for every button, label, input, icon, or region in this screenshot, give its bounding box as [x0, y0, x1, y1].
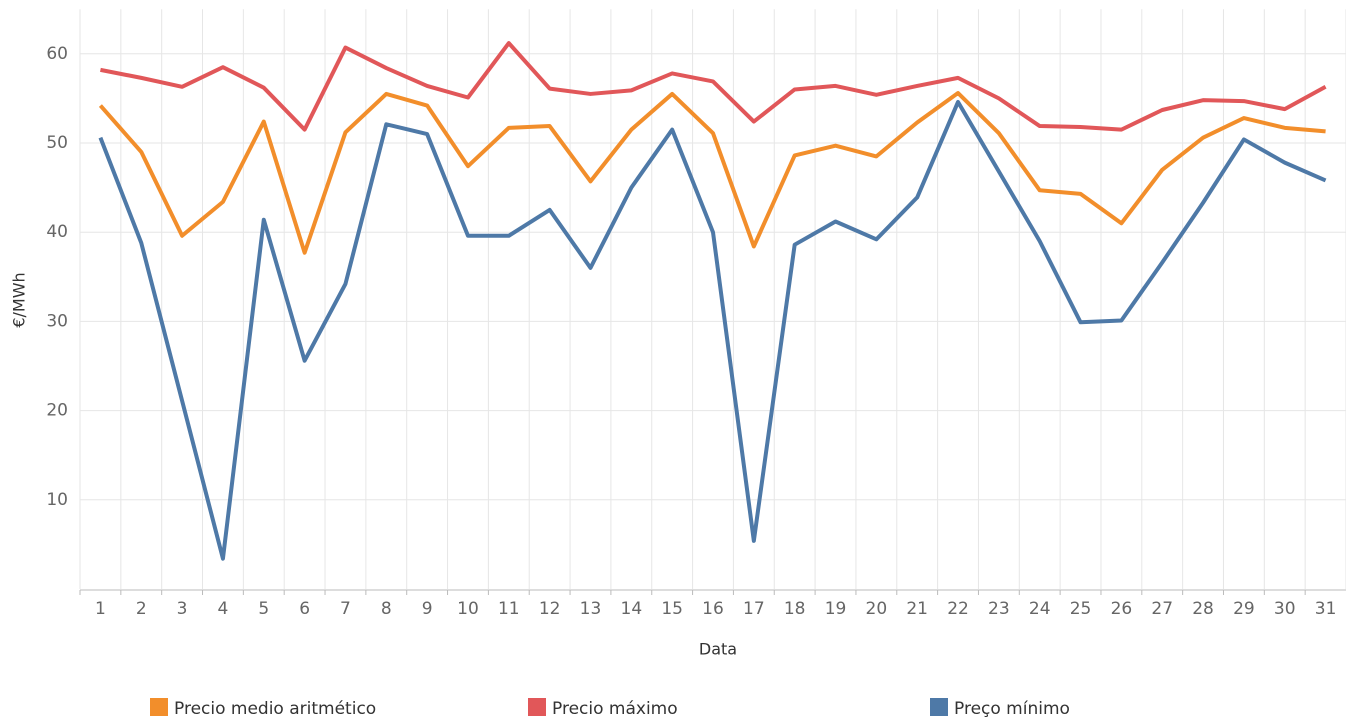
series-line	[98, 91, 1326, 255]
x-tick-label: 1	[95, 599, 106, 619]
x-axis-title: Data	[699, 640, 737, 659]
y-tick-label: 30	[46, 311, 68, 331]
x-tick-label: 6	[299, 599, 310, 619]
legend-label: Precio medio aritmético	[174, 699, 376, 718]
x-tick-label: 25	[1070, 599, 1092, 619]
x-tick-label: 11	[498, 599, 520, 619]
x-tick-label: 5	[258, 599, 269, 619]
y-tick-label: 20	[46, 401, 68, 421]
y-tick-label: 10	[46, 490, 68, 510]
x-tick-label: 16	[702, 599, 724, 619]
series-line	[98, 99, 1327, 561]
x-tick-label: 13	[580, 599, 602, 619]
y-tick-label: 40	[46, 222, 68, 242]
x-tick-label: 7	[340, 599, 351, 619]
x-tick-label: 14	[621, 599, 643, 619]
x-tick-label: 26	[1111, 599, 1133, 619]
x-tick-label: 29	[1233, 599, 1255, 619]
x-tick-label: 8	[381, 599, 392, 619]
x-tick-label: 9	[422, 599, 433, 619]
x-tick-label: 20	[866, 599, 888, 619]
x-tick-label: 24	[1029, 599, 1051, 619]
x-tick-label: 19	[825, 599, 847, 619]
x-tick-label: 21	[906, 599, 928, 619]
series-line	[100, 41, 1327, 132]
x-tick-label: 12	[539, 599, 561, 619]
x-tick-label: 3	[177, 599, 188, 619]
y-axis-title: €/MWh	[10, 272, 29, 327]
x-tick-label: 15	[661, 599, 683, 619]
x-tick-label: 4	[218, 599, 229, 619]
legend-label: Precio máximo	[552, 699, 678, 718]
x-tick-label: 18	[784, 599, 806, 619]
x-tick-label: 2	[136, 599, 147, 619]
legend-swatch	[150, 698, 168, 716]
legend-swatch	[528, 698, 546, 716]
x-tick-label: 28	[1192, 599, 1214, 619]
y-tick-label: 60	[46, 44, 68, 64]
x-tick-label: 10	[457, 599, 479, 619]
legend-label: Preço mínimo	[954, 699, 1070, 718]
x-tick-label: 27	[1151, 599, 1173, 619]
x-tick-label: 22	[947, 599, 969, 619]
x-tick-label: 30	[1274, 599, 1296, 619]
y-tick-label: 50	[46, 133, 68, 153]
x-tick-label: 17	[743, 599, 765, 619]
legend-swatch	[930, 698, 948, 716]
x-tick-label: 23	[988, 599, 1010, 619]
x-tick-label: 31	[1315, 599, 1337, 619]
